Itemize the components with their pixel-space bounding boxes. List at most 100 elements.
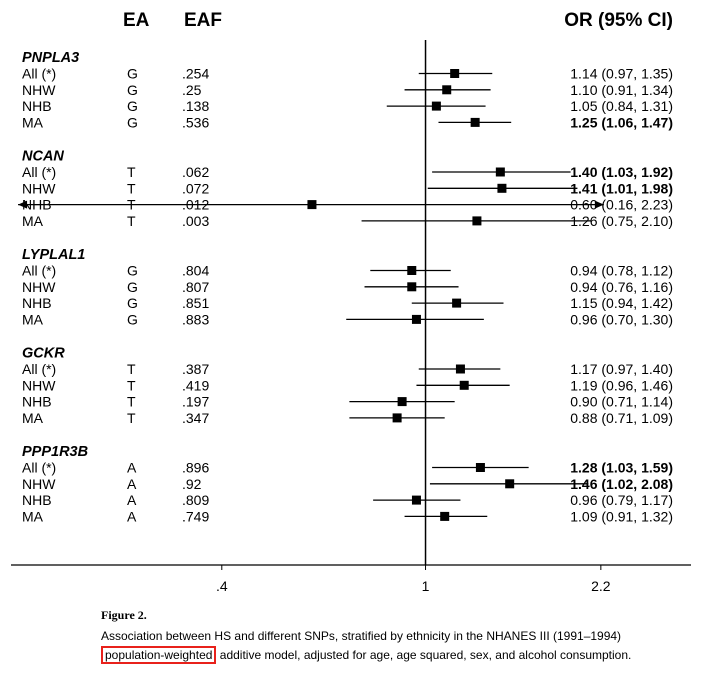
effect-allele-frequency: .419 bbox=[182, 377, 209, 393]
effect-allele-frequency: .92 bbox=[182, 476, 202, 492]
row-label: NHW bbox=[22, 476, 56, 492]
row-label: NHB bbox=[22, 98, 52, 114]
effect-allele-frequency: .536 bbox=[182, 114, 209, 130]
row-label: All (*) bbox=[22, 66, 56, 82]
point-estimate bbox=[459, 380, 469, 390]
effect-allele: G bbox=[127, 66, 138, 82]
x-tick-label: 2.2 bbox=[591, 578, 611, 594]
row-label: NHW bbox=[22, 180, 56, 196]
odds-ratio-text: 1.41 (1.01, 1.98) bbox=[570, 180, 673, 196]
row-label: All (*) bbox=[22, 460, 56, 476]
odds-ratio-text: 1.25 (1.06, 1.47) bbox=[570, 114, 673, 130]
effect-allele: T bbox=[127, 180, 136, 196]
point-estimate bbox=[411, 314, 421, 324]
row-label: NHB bbox=[22, 394, 52, 410]
caption-text-after: additive model, adjusted for age, age sq… bbox=[219, 648, 632, 662]
group-label: PPP1R3B bbox=[22, 444, 88, 460]
point-estimate bbox=[450, 69, 460, 78]
odds-ratio-text: 1.17 (0.97, 1.40) bbox=[570, 361, 673, 377]
row-label: All (*) bbox=[22, 263, 56, 279]
effect-allele: G bbox=[127, 263, 138, 279]
column-header-eaf: EAF bbox=[184, 10, 222, 31]
group-label: LYPLAL1 bbox=[22, 247, 85, 263]
effect-allele-frequency: .072 bbox=[182, 180, 209, 196]
column-header-or: OR (95% CI) bbox=[564, 10, 673, 31]
effect-allele: T bbox=[127, 410, 136, 426]
point-estimate bbox=[392, 413, 402, 423]
odds-ratio-text: 1.40 (1.03, 1.92) bbox=[570, 164, 673, 180]
odds-ratio-text: 0.94 (0.76, 1.16) bbox=[570, 279, 673, 295]
odds-ratio-text: 0.60 (0.16, 2.23) bbox=[570, 197, 673, 213]
point-estimate bbox=[505, 479, 515, 489]
effect-allele-frequency: .851 bbox=[182, 295, 209, 311]
point-estimate bbox=[397, 397, 407, 407]
effect-allele: T bbox=[127, 394, 136, 410]
odds-ratio-text: 1.15 (0.94, 1.42) bbox=[570, 295, 673, 311]
effect-allele: G bbox=[127, 311, 138, 327]
point-estimate bbox=[475, 463, 485, 472]
effect-allele-frequency: .809 bbox=[182, 492, 209, 508]
point-estimate bbox=[411, 495, 421, 505]
row-label: MA bbox=[22, 311, 44, 327]
column-header-ea: EA bbox=[123, 10, 150, 31]
row-label: NHW bbox=[22, 82, 56, 98]
x-tick-label: 1 bbox=[422, 578, 430, 594]
effect-allele: T bbox=[127, 164, 136, 180]
point-estimate bbox=[442, 85, 452, 95]
x-tick-label: .4 bbox=[216, 578, 228, 594]
effect-allele-frequency: .749 bbox=[182, 508, 209, 524]
odds-ratio-text: 0.96 (0.79, 1.17) bbox=[570, 492, 673, 508]
ci-arrow-right bbox=[594, 200, 604, 209]
effect-allele-frequency: .197 bbox=[182, 394, 209, 410]
group-label: NCAN bbox=[22, 149, 64, 165]
odds-ratio-text: 1.09 (0.91, 1.32) bbox=[570, 508, 673, 524]
effect-allele-frequency: .138 bbox=[182, 98, 209, 114]
odds-ratio-text: 1.14 (0.97, 1.35) bbox=[570, 66, 673, 82]
row-label: MA bbox=[22, 508, 44, 524]
effect-allele-frequency: .807 bbox=[182, 279, 209, 295]
point-estimate bbox=[407, 266, 417, 275]
effect-allele: G bbox=[127, 98, 138, 114]
group-label: PNPLA3 bbox=[22, 50, 79, 66]
odds-ratio-text: 1.10 (0.91, 1.34) bbox=[570, 82, 673, 98]
point-estimate bbox=[495, 167, 505, 177]
point-estimate bbox=[452, 298, 462, 308]
row-label: NHB bbox=[22, 492, 52, 508]
effect-allele: T bbox=[127, 377, 136, 393]
effect-allele-frequency: .347 bbox=[182, 410, 209, 426]
row-label: All (*) bbox=[22, 164, 56, 180]
point-estimate bbox=[407, 282, 417, 292]
effect-allele-frequency: .062 bbox=[182, 164, 209, 180]
odds-ratio-text: 1.46 (1.02, 2.08) bbox=[570, 476, 673, 492]
point-estimate bbox=[472, 216, 482, 226]
effect-allele: T bbox=[127, 361, 136, 377]
group-label: GCKR bbox=[22, 346, 65, 362]
figure-label: Figure 2. bbox=[101, 608, 147, 622]
effect-allele-frequency: .896 bbox=[182, 460, 209, 476]
odds-ratio-text: 0.94 (0.78, 1.12) bbox=[570, 263, 673, 279]
effect-allele: A bbox=[127, 492, 137, 508]
odds-ratio-text: 1.19 (0.96, 1.46) bbox=[570, 377, 673, 393]
odds-ratio-text: 1.28 (1.03, 1.59) bbox=[570, 460, 673, 476]
effect-allele-frequency: .254 bbox=[182, 66, 209, 82]
effect-allele: G bbox=[127, 295, 138, 311]
point-estimate bbox=[440, 511, 450, 521]
row-label: MA bbox=[22, 213, 44, 229]
caption-text: Association between HS and different SNP… bbox=[101, 627, 661, 665]
effect-allele-frequency: .804 bbox=[182, 263, 209, 279]
row-label: NHW bbox=[22, 279, 56, 295]
odds-ratio-text: 1.26 (0.75, 2.10) bbox=[570, 213, 673, 229]
point-estimate bbox=[307, 200, 317, 210]
caption-highlighted-term: population-weighted bbox=[101, 646, 217, 664]
caption-text-before: Association between HS and different SNP… bbox=[101, 629, 622, 643]
odds-ratio-text: 0.88 (0.71, 1.09) bbox=[570, 410, 673, 426]
row-label: NHB bbox=[22, 295, 52, 311]
point-estimate bbox=[497, 183, 507, 193]
ci-arrow-left bbox=[18, 200, 28, 209]
point-estimate bbox=[455, 364, 465, 374]
point-estimate bbox=[431, 101, 441, 111]
effect-allele-frequency: .003 bbox=[182, 213, 209, 229]
row-label: All (*) bbox=[22, 361, 56, 377]
effect-allele: A bbox=[127, 476, 137, 492]
